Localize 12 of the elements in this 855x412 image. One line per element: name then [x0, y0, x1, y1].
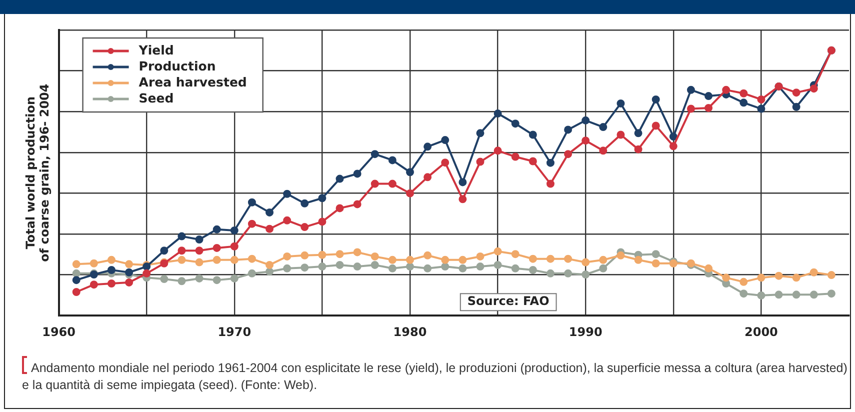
legend-label: Production — [138, 58, 216, 74]
legend-label: Seed — [138, 90, 174, 106]
legend-label: Yield — [138, 42, 174, 58]
legend-label: Area harvested — [138, 74, 247, 90]
x-tick-label: 1970 — [218, 324, 252, 339]
annotation: Source: FAO — [467, 294, 550, 308]
x-tick-label: 1990 — [568, 324, 602, 339]
x-tick-label: 1980 — [393, 324, 427, 339]
y-axis-title: Total world production of coarse grain, 196- 2004 — [23, 84, 52, 262]
text: Andamento mondiale nel periodo 1961-2004 con esplicitate le rese (yield), le produzioni (production), la superficie messa a coltura (area harvested) e la quantità di seme impiegata (seed). (Fonte: Web). — [22, 361, 848, 392]
x-tick-label: 2000 — [744, 324, 778, 339]
x-tick-label: 1960 — [42, 324, 76, 339]
